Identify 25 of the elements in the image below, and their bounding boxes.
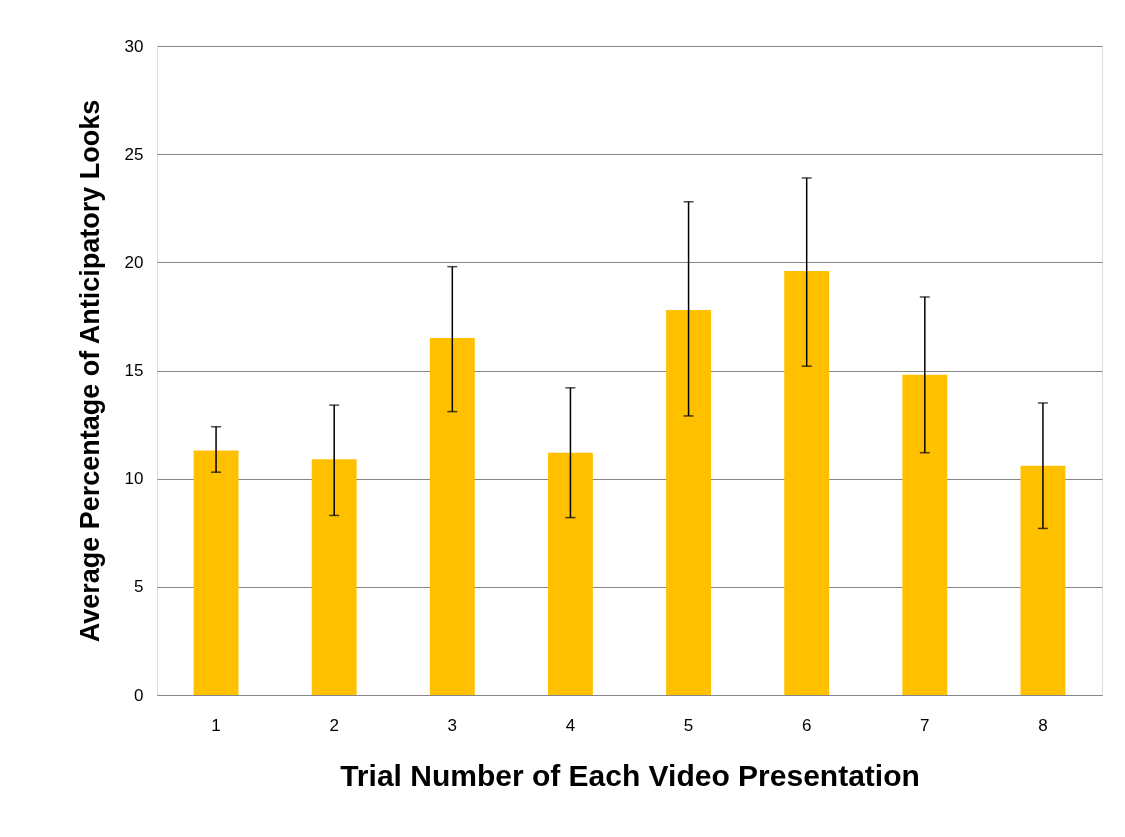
x-tick-label: 1 [211,715,221,735]
x-tick-label: 3 [447,715,458,735]
x-tick-label: 8 [1038,715,1048,735]
y-tick-label: 5 [134,577,144,597]
bar [429,338,475,695]
y-tick-label: 20 [124,252,144,272]
y-tick-label: 15 [124,361,144,380]
x-tick-label: 6 [801,715,812,735]
bar [902,374,948,695]
bar [311,459,357,695]
y-tick-label: 0 [134,685,144,705]
x-axis-title: Trial Number of Each Video Presentation [340,758,920,792]
bar [547,452,593,695]
y-tick-label: 25 [124,144,144,164]
y-tick-label: 30 [124,36,144,56]
x-tick-label: 2 [329,715,339,735]
bar [193,450,239,695]
x-tick-label: 5 [683,715,694,735]
y-tick-label: 10 [124,469,144,489]
bar [666,309,712,695]
x-tick-label: 4 [565,715,576,735]
bar [1020,465,1066,695]
x-tick-label: 7 [920,715,930,735]
y-axis-title: Average Percentage of Anticipatory Looks [74,99,105,643]
bar [784,270,830,695]
